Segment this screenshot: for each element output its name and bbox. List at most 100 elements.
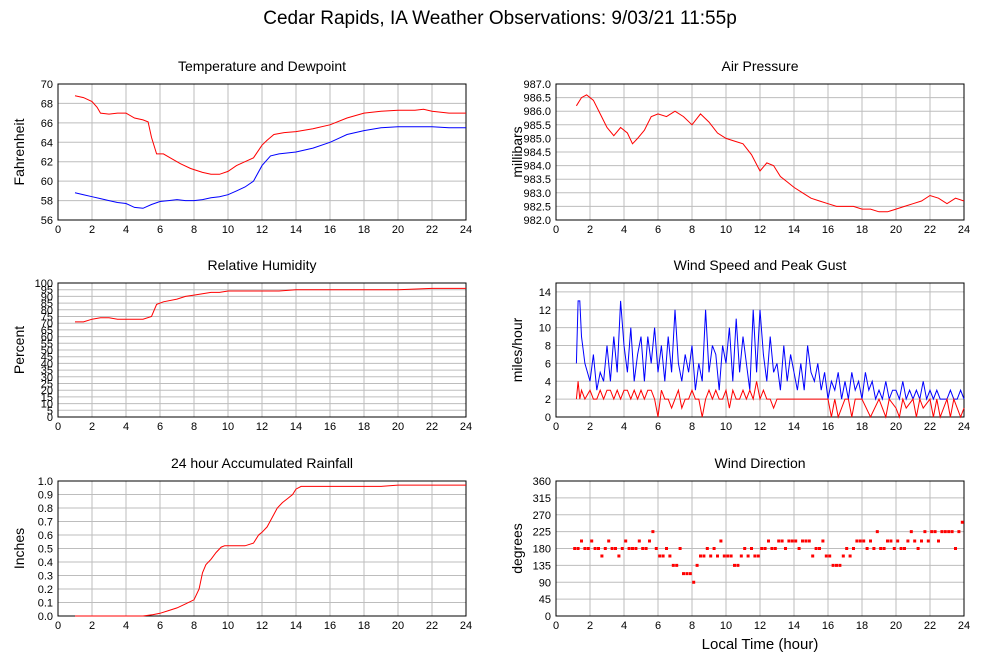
y-tick-label: 0.0 <box>38 611 53 623</box>
data-point <box>593 547 597 550</box>
series-line-0 <box>74 95 466 175</box>
y-tick-label: 55 <box>41 338 53 350</box>
data-point <box>875 530 879 534</box>
x-tick-label: 14 <box>788 224 800 236</box>
data-point <box>899 547 903 550</box>
y-tick-label: 8 <box>545 341 551 353</box>
y-tick-label: 0.2 <box>38 584 53 596</box>
data-point <box>940 530 944 534</box>
x-tick-label: 6 <box>157 224 163 236</box>
y-tick-label: 0 <box>545 412 551 424</box>
data-point <box>709 554 713 558</box>
data-point <box>583 547 587 550</box>
y-tick-label: 2 <box>545 394 551 406</box>
data-point <box>869 539 872 543</box>
x-tick-label: 10 <box>222 224 234 236</box>
data-point <box>712 547 716 550</box>
x-tick-label: 8 <box>689 620 695 632</box>
x-tick-label: 8 <box>191 224 197 236</box>
y-tick-label: 30 <box>41 372 53 384</box>
x-tick-label: 4 <box>621 224 627 236</box>
y-tick-label: 6 <box>545 358 551 370</box>
data-point <box>637 539 641 543</box>
data-point <box>784 547 787 550</box>
x-tick-label: 6 <box>157 620 163 632</box>
x-tick-label: 0 <box>55 224 61 236</box>
data-point <box>913 539 917 543</box>
y-tick-label: 983.5 <box>523 174 551 186</box>
y-tick-label: 0.9 <box>38 490 53 502</box>
y-tick-label: 14 <box>539 287 551 299</box>
data-point <box>733 563 736 567</box>
y-tick-label: 985.0 <box>523 133 551 145</box>
data-point <box>879 547 883 550</box>
data-point <box>896 539 900 543</box>
data-point <box>627 547 631 550</box>
data-point <box>586 547 590 550</box>
plot-frame <box>555 83 965 221</box>
data-point <box>906 539 910 543</box>
y-tick-label: 20 <box>41 385 53 397</box>
data-point <box>624 539 628 543</box>
data-point <box>862 539 866 543</box>
data-point <box>920 539 923 543</box>
chart-title: Wind Direction <box>714 455 805 471</box>
plot-frame <box>57 83 467 221</box>
data-point <box>943 530 947 534</box>
x-tick-label: 18 <box>358 421 370 433</box>
data-point <box>889 539 893 543</box>
y-tick-label: 68 <box>41 98 53 110</box>
data-point <box>797 547 801 550</box>
x-tick-label: 18 <box>856 620 868 632</box>
x-tick-label: 16 <box>324 620 336 632</box>
series-line-0 <box>75 287 466 323</box>
y-tick-label: 982.5 <box>523 201 551 213</box>
data-point <box>719 539 723 543</box>
data-point <box>607 539 611 543</box>
data-point <box>631 547 634 550</box>
x-tick-label: 22 <box>924 620 936 632</box>
data-point <box>957 530 961 534</box>
data-point <box>831 563 835 567</box>
x-tick-label: 2 <box>587 421 593 433</box>
x-tick-label: 18 <box>358 224 370 236</box>
x-tick-label: 22 <box>426 224 438 236</box>
y-tick-label: 12 <box>539 305 551 317</box>
x-tick-label: 0 <box>55 421 61 433</box>
y-tick-label: 40 <box>41 358 53 370</box>
data-point <box>838 563 842 567</box>
data-point <box>960 520 964 524</box>
y-tick-label: 135 <box>533 560 551 572</box>
series-line-1 <box>74 126 466 209</box>
x-tick-label: 8 <box>191 620 197 632</box>
series-line-0 <box>75 484 466 617</box>
y-axis-label: Percent <box>11 326 27 374</box>
x-tick-label: 12 <box>256 224 268 236</box>
data-point <box>671 563 675 567</box>
data-point <box>753 554 757 558</box>
y-tick-label: 0.5 <box>38 544 53 556</box>
data-point <box>780 539 784 543</box>
x-tick-label: 4 <box>123 421 129 433</box>
x-tick-label: 4 <box>123 620 129 632</box>
y-tick-label: 65 <box>41 325 53 337</box>
x-tick-label: 2 <box>89 620 95 632</box>
y-tick-label: 66 <box>41 118 53 130</box>
y-tick-label: 90 <box>41 291 53 303</box>
chart-title: Relative Humidity <box>208 257 317 273</box>
y-tick-label: 360 <box>533 476 551 488</box>
y-tick-label: 10 <box>539 323 551 335</box>
x-tick-label: 2 <box>587 224 593 236</box>
x-tick-label: 2 <box>89 224 95 236</box>
y-tick-label: 56 <box>41 215 53 227</box>
y-tick-label: 0 <box>545 611 551 623</box>
data-point <box>580 539 583 543</box>
data-point <box>855 539 859 543</box>
x-tick-label: 8 <box>689 224 695 236</box>
data-point <box>787 539 791 543</box>
y-tick-label: 58 <box>41 196 53 208</box>
x-tick-label: 8 <box>689 421 695 433</box>
data-point <box>760 547 764 550</box>
x-tick-label: 14 <box>788 421 800 433</box>
y-tick-label: 0.3 <box>38 571 53 583</box>
